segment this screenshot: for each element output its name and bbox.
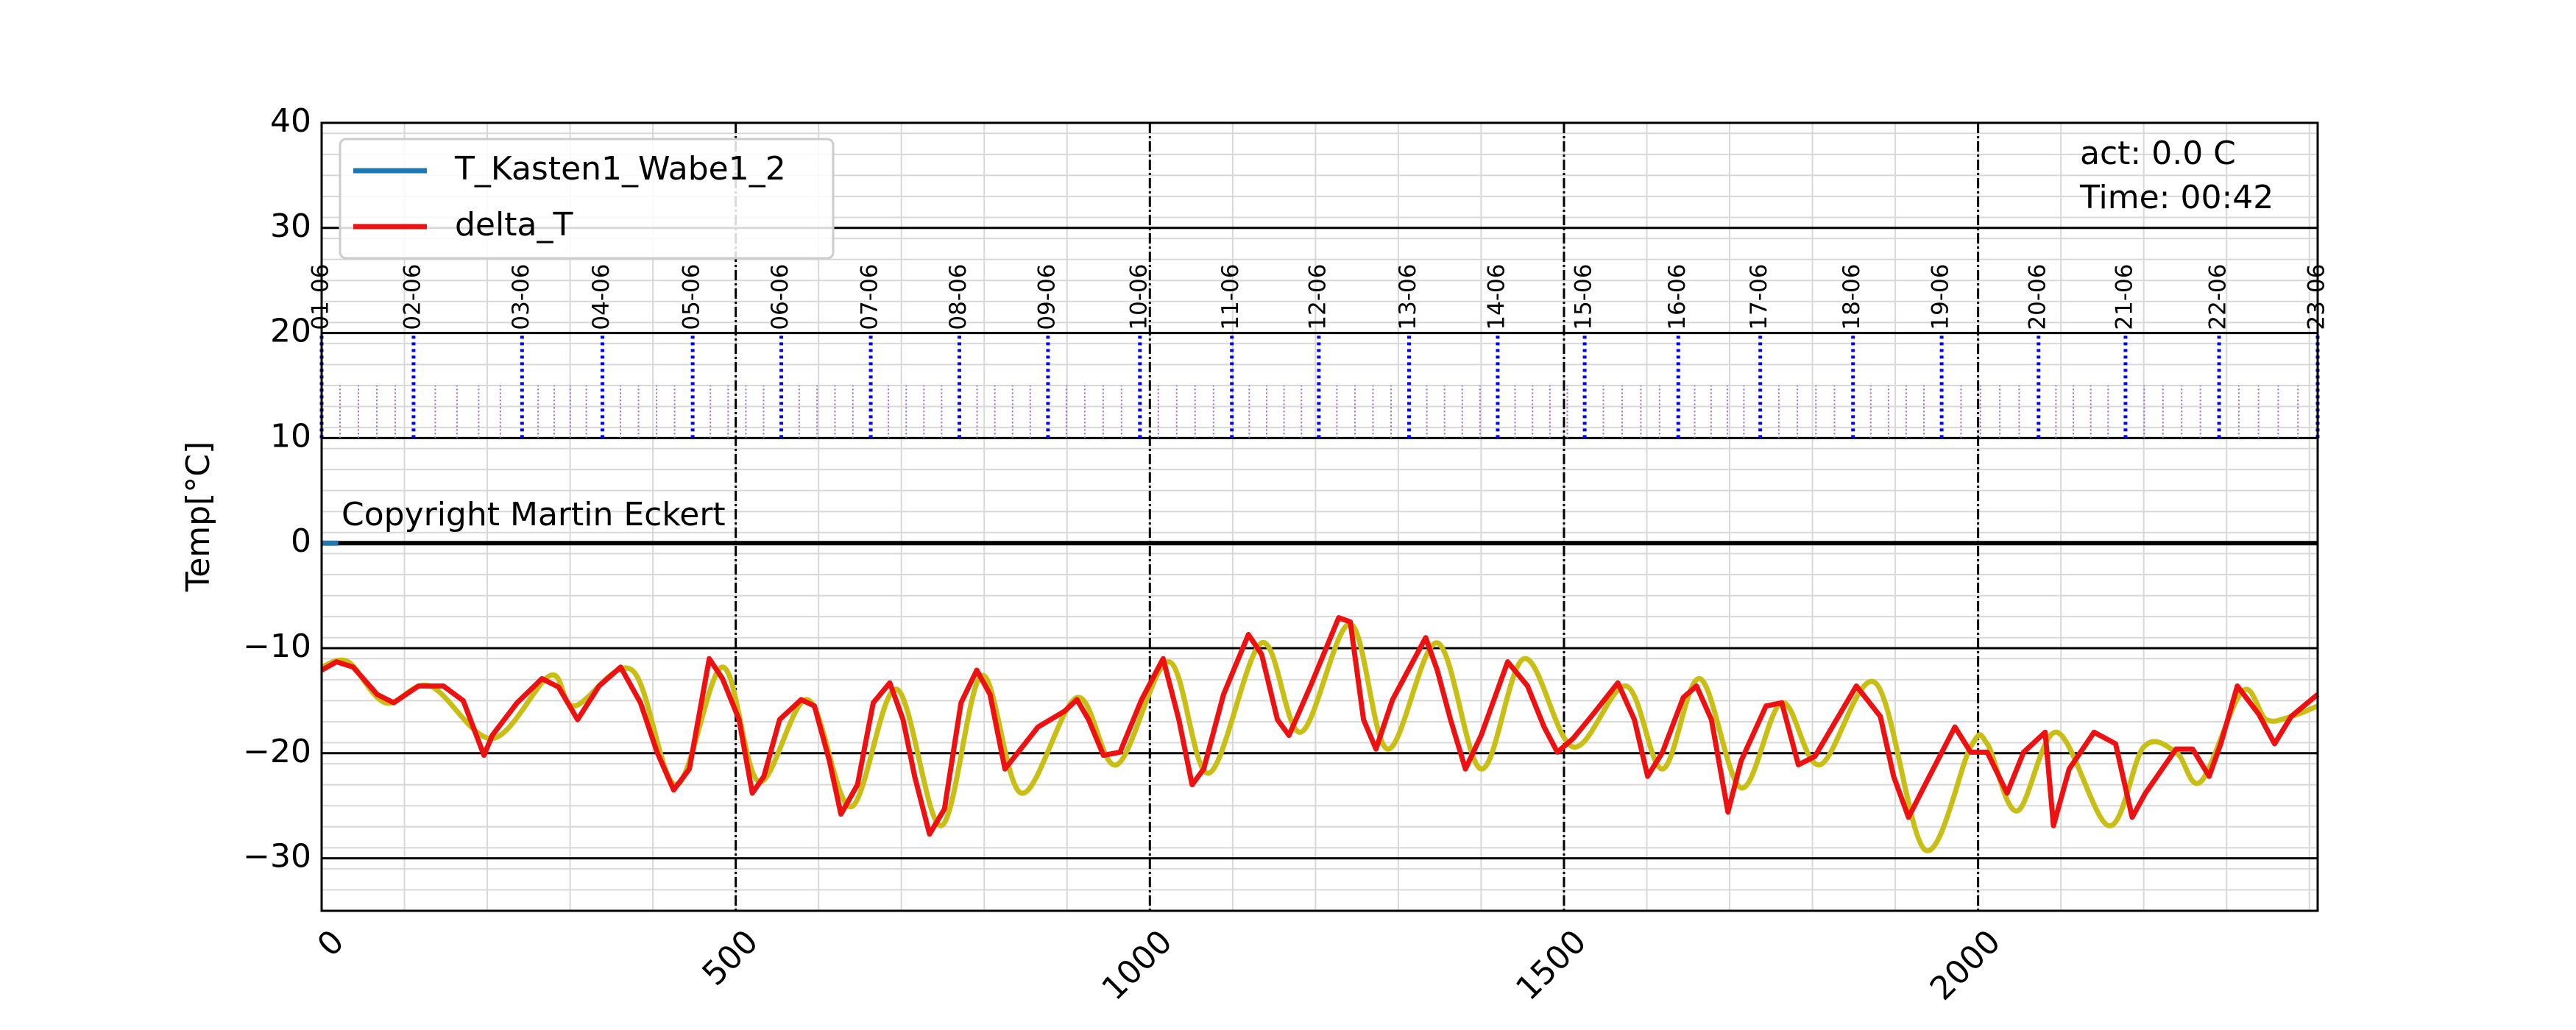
time-text: Time: 00:42 <box>2079 179 2274 216</box>
day-label: 12-06 <box>1304 264 1331 330</box>
day-label: 03-06 <box>508 264 534 330</box>
x-tick-label: 2000 <box>1923 923 2008 1007</box>
y-tick-label: −20 <box>243 733 311 770</box>
y-tick-label: 0 <box>291 522 311 560</box>
act-text: act: 0.0 C <box>2080 135 2236 172</box>
copyright: Copyright Martin Eckert <box>342 496 726 533</box>
day-label: 06-06 <box>767 264 793 330</box>
day-label: 02-06 <box>399 264 425 330</box>
day-label: 22-06 <box>2205 264 2232 330</box>
y-tick-label: −10 <box>243 628 311 665</box>
day-label: 13-06 <box>1395 264 1421 330</box>
x-tick-label: 500 <box>696 923 765 992</box>
x-tick-label: 1500 <box>1509 923 1593 1007</box>
day-label: 18-06 <box>1839 264 1865 330</box>
day-label: 15-06 <box>1571 264 1597 330</box>
legend-label: T_Kasten1_Wabe1_2 <box>454 150 786 188</box>
y-tick-label: 40 <box>270 102 311 140</box>
day-label: 07-06 <box>857 264 883 330</box>
marks-layer <box>319 333 2320 853</box>
day-label: 08-06 <box>945 264 972 330</box>
y-tick-label: 30 <box>270 207 311 245</box>
day-label: 11-06 <box>1217 264 1244 330</box>
legend-label: delta_T <box>455 206 573 244</box>
day-label: 01-06 <box>308 264 334 330</box>
day-label: 04-06 <box>588 264 615 330</box>
day-label: 21-06 <box>2111 264 2137 330</box>
day-label: 10-06 <box>1125 264 1152 330</box>
y-axis-label: Temp[°C] <box>180 441 217 592</box>
plot-frame <box>320 121 2319 912</box>
frame-layer <box>320 121 2319 912</box>
x-tick-label: 0 <box>311 923 352 964</box>
y-tick-label: −30 <box>243 838 311 876</box>
y-tick-label: 20 <box>270 313 311 350</box>
day-label: 23-06 <box>2304 264 2330 330</box>
series-line <box>320 615 2320 837</box>
y-tick-label: 10 <box>270 417 311 455</box>
day-label: 17-06 <box>1746 264 1772 330</box>
day-label: 14-06 <box>1483 264 1510 330</box>
day-label: 16-06 <box>1664 264 1691 330</box>
legend-box <box>339 138 835 260</box>
day-label: 05-06 <box>679 264 705 330</box>
day-label: 19-06 <box>1928 264 1954 330</box>
x-tick-label: 1000 <box>1094 923 1179 1007</box>
day-label: 20-06 <box>2024 264 2050 330</box>
day-label: 09-06 <box>1033 264 1060 330</box>
